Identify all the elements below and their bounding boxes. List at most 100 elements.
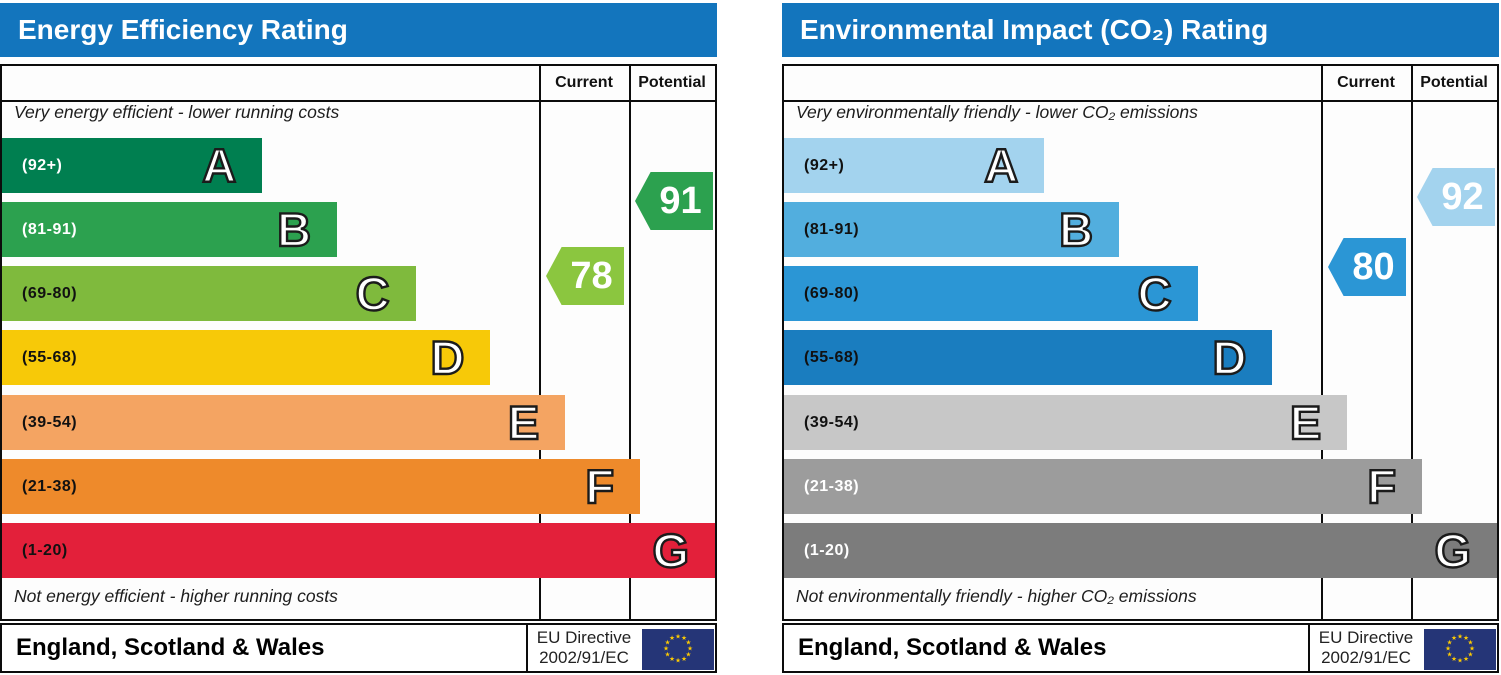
band-row-a: (92+) A: [784, 138, 1045, 193]
svg-text:★: ★: [681, 634, 687, 642]
svg-text:★: ★: [685, 651, 691, 659]
caption-top: Very environmentally friendly - lower CO…: [796, 102, 1198, 122]
column-header-row: [784, 66, 1497, 102]
footer-row: England, Scotland & Wales EU Directive 2…: [0, 623, 717, 673]
band-row-c: (69-80) C: [2, 266, 416, 321]
potential-column-divider: [1411, 66, 1413, 619]
svg-text:★: ★: [1467, 651, 1473, 659]
footer-divider: [526, 625, 528, 671]
band-range-label: (21-38): [804, 477, 860, 495]
band-letter: D: [429, 330, 465, 385]
band-range-label: (81-91): [22, 220, 78, 238]
band-row-d: (55-68) D: [784, 330, 1273, 385]
potential-column-header: Potential: [1420, 74, 1488, 91]
svg-text:★: ★: [663, 645, 669, 653]
band-row-g: (1-20) G: [784, 523, 1497, 578]
svg-text:★: ★: [675, 633, 681, 641]
panel-title-environmental: Environmental Impact (CO₂) Rating: [782, 3, 1499, 57]
potential-rating-value: 91: [659, 179, 702, 222]
eu-directive-label: EU Directive 2002/91/EC: [1311, 628, 1421, 668]
caption-bottom: Not energy efficient - higher running co…: [14, 586, 338, 606]
potential-rating-arrow: 92: [1417, 168, 1495, 226]
energy-rating-table: Current Potential Very energy efficient …: [0, 64, 717, 621]
band-range-label: (1-20): [804, 541, 850, 559]
current-column-header: Current: [1337, 74, 1395, 91]
band-row-a: (92+) A: [2, 138, 263, 193]
current-column-header: Current: [555, 74, 613, 91]
band-row-d: (55-68) D: [2, 330, 491, 385]
eu-flag-icon: ★ ★★ ★★★ ★★★ ★★★: [642, 629, 714, 670]
band-range-label: (55-68): [22, 348, 78, 366]
eu-flag-icon: ★ ★★ ★★★ ★★★ ★★★: [1424, 629, 1496, 670]
eu-directive-line2: 2002/91/EC: [1321, 648, 1411, 667]
svg-text:★: ★: [1463, 634, 1469, 642]
band-range-label: (21-38): [22, 477, 78, 495]
svg-text:★: ★: [1447, 651, 1453, 659]
band-row-e: (39-54) E: [2, 395, 566, 450]
band-row-b: (81-91) B: [784, 202, 1120, 257]
svg-text:★: ★: [1447, 639, 1453, 647]
potential-column-header: Potential: [638, 74, 706, 91]
band-row-f: (21-38) F: [2, 459, 641, 514]
svg-text:★: ★: [1451, 655, 1457, 663]
caption-bottom: Not environmentally friendly - higher CO…: [796, 586, 1197, 606]
band-range-label: (39-54): [804, 413, 860, 431]
svg-text:★: ★: [665, 651, 671, 659]
potential-rating-arrow: 91: [635, 172, 713, 230]
svg-text:★: ★: [1445, 645, 1451, 653]
band-range-label: (1-20): [22, 541, 68, 559]
svg-text:★: ★: [1469, 645, 1475, 653]
band-range-label: (69-80): [22, 284, 78, 302]
panel-title-energy: Energy Efficiency Rating: [0, 3, 717, 57]
current-rating-arrow: 78: [546, 247, 624, 305]
svg-text:★: ★: [1467, 639, 1473, 647]
current-rating-value: 80: [1352, 245, 1395, 288]
current-rating-value: 78: [570, 254, 613, 297]
band-range-label: (92+): [22, 156, 63, 174]
band-letter: C: [1136, 266, 1172, 321]
svg-text:★: ★: [687, 645, 693, 653]
band-letter: B: [276, 202, 312, 257]
band-letter: A: [983, 138, 1019, 193]
eu-directive-line1: EU Directive: [1318, 628, 1414, 647]
svg-text:★: ★: [681, 655, 687, 663]
svg-text:★: ★: [685, 639, 691, 647]
band-letter: A: [201, 138, 237, 193]
svg-text:★: ★: [1457, 657, 1463, 665]
region-label: England, Scotland & Wales: [798, 634, 1107, 661]
band-row-c: (69-80) C: [784, 266, 1198, 321]
band-range-label: (55-68): [804, 348, 860, 366]
band-row-e: (39-54) E: [784, 395, 1348, 450]
eu-directive-line1: EU Directive: [536, 628, 632, 647]
current-column-divider: [1321, 66, 1323, 619]
band-range-label: (39-54): [22, 413, 78, 431]
band-row-g: (1-20) G: [2, 523, 715, 578]
svg-text:★: ★: [1457, 633, 1463, 641]
eu-directive-line2: 2002/91/EC: [539, 648, 629, 667]
region-label: England, Scotland & Wales: [16, 634, 325, 661]
environmental-rating-table: Current Potential Very environmentally f…: [782, 64, 1499, 621]
potential-column-divider: [629, 66, 631, 619]
svg-text:★: ★: [675, 657, 681, 665]
band-range-label: (92+): [804, 156, 845, 174]
column-header-row: [2, 66, 715, 102]
eu-directive-label: EU Directive 2002/91/EC: [529, 628, 639, 668]
band-letter: F: [1366, 459, 1397, 514]
band-range-label: (69-80): [804, 284, 860, 302]
band-row-f: (21-38) F: [784, 459, 1423, 514]
band-range-label: (81-91): [804, 220, 860, 238]
svg-text:★: ★: [665, 639, 671, 647]
band-letter: F: [584, 459, 615, 514]
footer-divider: [1308, 625, 1310, 671]
potential-rating-value: 92: [1441, 175, 1484, 218]
band-letter: G: [651, 523, 690, 578]
band-letter: E: [507, 395, 541, 450]
band-letter: B: [1058, 202, 1094, 257]
svg-text:★: ★: [669, 655, 675, 663]
current-rating-arrow: 80: [1328, 238, 1406, 296]
footer-row: England, Scotland & Wales EU Directive 2…: [782, 623, 1499, 673]
band-row-b: (81-91) B: [2, 202, 338, 257]
band-letter: E: [1289, 395, 1323, 450]
svg-text:★: ★: [669, 634, 675, 642]
band-letter: C: [354, 266, 390, 321]
